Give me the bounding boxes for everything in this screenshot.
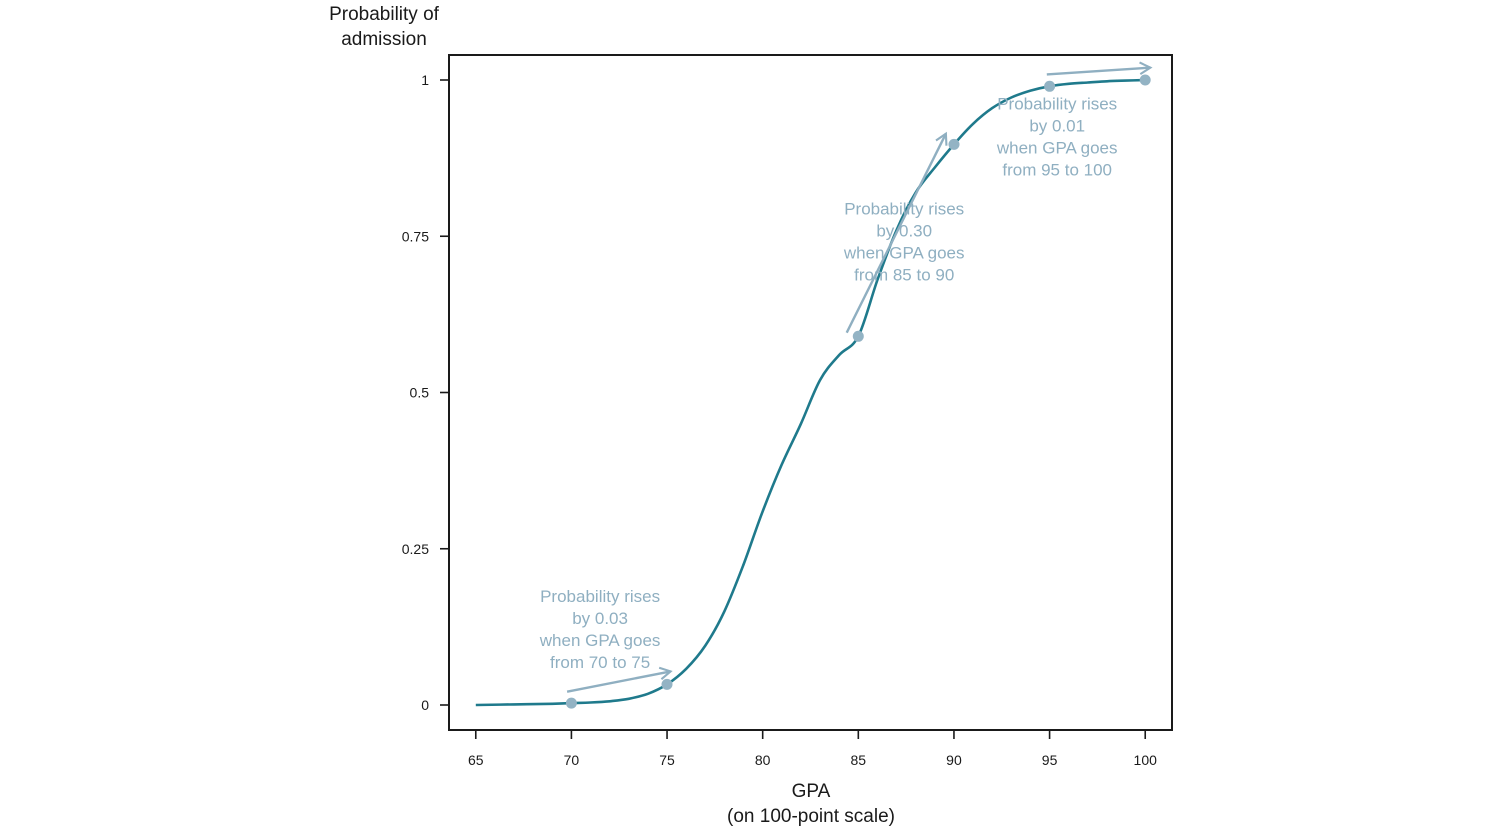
x-ticks: 65 70 75 80 85 90 95 100 bbox=[468, 730, 1157, 768]
x-tick-label: 85 bbox=[851, 752, 867, 768]
annotation-text: from 95 to 100 bbox=[1002, 160, 1112, 179]
probability-curve bbox=[475, 78, 1146, 707]
annotation-arrow bbox=[566, 666, 673, 693]
x-tick-label: 95 bbox=[1042, 752, 1058, 768]
annotation-text: by 0.03 bbox=[572, 609, 628, 628]
x-axis-subtitle: (on 100-point scale) bbox=[727, 806, 895, 827]
annotation-text: from 85 to 90 bbox=[854, 265, 954, 284]
y-tick-label: 1 bbox=[421, 72, 429, 88]
data-point bbox=[1044, 80, 1056, 92]
data-points bbox=[565, 74, 1151, 709]
x-tick-label: 90 bbox=[946, 752, 962, 768]
data-point bbox=[1139, 74, 1151, 86]
x-tick-label: 100 bbox=[1134, 752, 1158, 768]
data-point bbox=[948, 138, 960, 150]
data-point bbox=[661, 678, 673, 690]
annotation-text: when GPA goes bbox=[843, 243, 965, 262]
x-tick-label: 65 bbox=[468, 752, 484, 768]
y-ticks: 0 0.25 0.5 0.75 1 bbox=[402, 72, 449, 713]
annotation-arrow bbox=[845, 131, 948, 334]
annotation-arrows bbox=[566, 61, 1153, 693]
y-tick-label: 0.5 bbox=[410, 385, 430, 401]
x-axis-title: GPA bbox=[792, 781, 831, 802]
annotation-text: from 70 to 75 bbox=[550, 653, 650, 672]
x-tick-label: 70 bbox=[564, 752, 580, 768]
data-point bbox=[565, 697, 577, 709]
annotation-text: Probability rises bbox=[844, 199, 964, 218]
y-tick-label: 0 bbox=[421, 697, 429, 713]
annotations: Probability rises by 0.03 when GPA goes fro… bbox=[539, 94, 1118, 672]
x-tick-label: 80 bbox=[755, 752, 771, 768]
annotation-text: Probability rises bbox=[540, 587, 660, 606]
annotation-text: by 0.01 bbox=[1029, 116, 1085, 135]
data-point bbox=[852, 330, 864, 342]
annotation-text: when GPA goes bbox=[539, 631, 661, 650]
y-tick-label: 0.75 bbox=[402, 228, 429, 244]
y-axis-title-line2: admission bbox=[341, 29, 427, 50]
x-tick-label: 75 bbox=[659, 752, 675, 768]
annotation-text: when GPA goes bbox=[996, 138, 1118, 157]
y-tick-label: 0.25 bbox=[402, 541, 429, 557]
annotation-arrow bbox=[1046, 61, 1153, 76]
annotation-text: Probability rises bbox=[997, 94, 1117, 113]
annotation-text: by 0.30 bbox=[876, 221, 932, 240]
y-axis-title-line1: Probability of bbox=[329, 4, 440, 25]
